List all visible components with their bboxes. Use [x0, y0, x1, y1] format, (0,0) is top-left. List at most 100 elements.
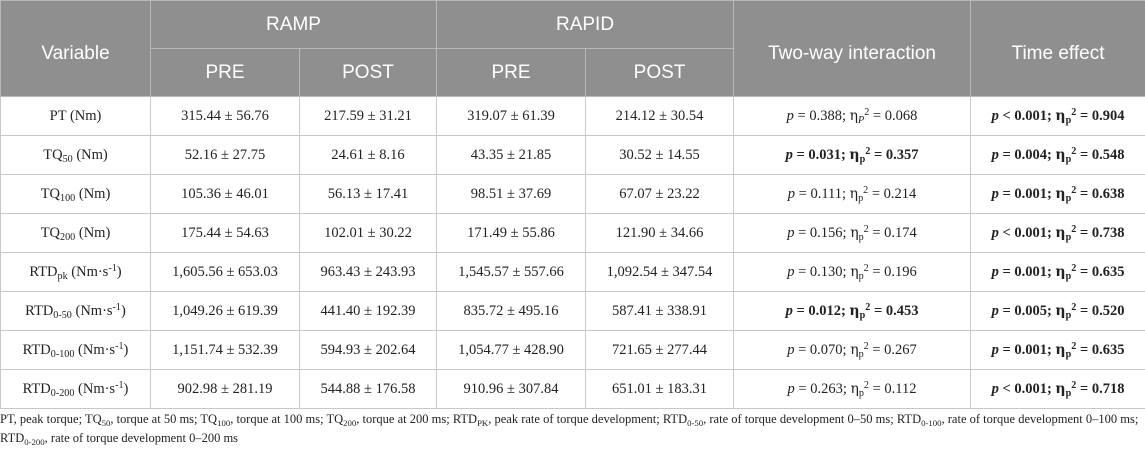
eta-power: 2 [1071, 340, 1077, 352]
variable-unit: (Nm) [75, 224, 111, 241]
variable-unit-end: ) [123, 341, 129, 358]
variable-unit-power: -1 [115, 340, 124, 352]
table-row: TQ50 (Nm) 52.16 ± 27.75 24.61 ± 8.16 43.35 … [0, 135, 1145, 175]
footnote-rtd200-text: , rate of torque development 0–200 ms [44, 431, 239, 445]
p-operator: = [798, 224, 807, 241]
eta-symbol: η [849, 146, 860, 163]
variable-unit-end: ) [123, 380, 129, 397]
p-operator: = [798, 341, 807, 358]
table-row: RTDpk (Nm·s-1) 1,605.56 ± 653.03 963.43 ± … [0, 252, 1145, 292]
p-value: 0.111 [810, 185, 843, 202]
variable-cell: RTD0-100 (Nm·s-1) [0, 330, 151, 370]
p-operator: = [1002, 302, 1011, 319]
eta-power: 2 [863, 223, 869, 235]
footnote-tq50-text: , torque at 50 ms; [110, 412, 201, 426]
ramp-pre-cell: 52.16 ± 27.75 [150, 135, 300, 175]
variable-subscript: 200 [60, 231, 76, 243]
table-row: TQ200 (Nm) 175.44 ± 54.63 102.01 ± 30.22 17… [0, 213, 1145, 253]
variable-cell: RTD0-200 (Nm·s-1) [0, 369, 151, 409]
eta-subscript: p [1065, 270, 1072, 282]
header-two-way-interaction: Two-way interaction [733, 0, 972, 97]
footnote-rtd100: RTD [896, 412, 922, 426]
eta-symbol: η [850, 263, 859, 280]
rapid-post-cell: 67.07 ± 23.22 [584, 174, 735, 214]
time-effect-cell: p = 0.001; ηp2 = 0.638 [970, 174, 1145, 214]
variable-cell: RTD0-50 (Nm·s-1) [0, 291, 151, 331]
interaction-cell: p = 0.156; ηp2 = 0.174 [733, 213, 972, 253]
variable-cell: TQ50 (Nm) [0, 135, 151, 175]
footnote-rtdpk-sub: PK [477, 418, 489, 428]
p-operator: < [1002, 107, 1011, 124]
eta-power: 2 [1071, 379, 1077, 391]
eta-power: 2 [863, 184, 869, 196]
header-ramp-pre: PRE [150, 48, 300, 97]
variable-unit-end: ) [120, 302, 126, 319]
variable-unit-power: -1 [115, 379, 124, 391]
ramp-post-cell: 24.61 ± 8.16 [299, 135, 437, 175]
footnote-tq100: TQ [200, 412, 218, 426]
table-body: PT (Nm) 315.44 ± 56.76 217.59 ± 31.21 319.0… [0, 96, 1145, 409]
variable-unit: (Nm) [75, 185, 111, 202]
results-table: Variable RAMP RAPID Two-way interaction … [0, 0, 1145, 409]
eta-subscript: p [858, 192, 864, 204]
eta-symbol: η [850, 380, 859, 397]
header-rapid: RAPID [435, 0, 735, 49]
eta-power: 2 [1071, 223, 1077, 235]
variable-cell: RTDpk (Nm·s-1) [0, 252, 151, 292]
eta-value: 0.068 [884, 107, 918, 124]
table-row: RTD0-100 (Nm·s-1) 1,151.74 ± 532.39 594.93… [0, 330, 1145, 370]
eta-power: 2 [863, 379, 869, 391]
eta-subscript: p [1065, 114, 1072, 126]
ramp-post-cell: 56.13 ± 17.41 [299, 174, 437, 214]
eta-power: 2 [1071, 184, 1077, 196]
footnote-rtd200: RTD [0, 431, 25, 445]
p-symbol: p [785, 146, 793, 163]
p-value: 0.004 [1014, 146, 1047, 163]
rapid-pre-cell: 171.49 ± 55.86 [436, 213, 586, 253]
eta-power: 2 [1071, 145, 1077, 157]
time-effect-cell: p = 0.001; ηp2 = 0.635 [970, 252, 1145, 292]
eta-power: 2 [1071, 106, 1077, 118]
variable-cell: TQ100 (Nm) [0, 174, 151, 214]
eta-symbol: η [1055, 224, 1066, 241]
rapid-post-cell: 30.52 ± 14.55 [584, 135, 735, 175]
rapid-post-cell: 587.41 ± 338.91 [584, 291, 735, 331]
p-symbol: p [991, 224, 999, 241]
variable-unit: (Nm) [66, 107, 102, 124]
eta-value: 0.904 [1091, 107, 1125, 124]
p-symbol: p [787, 185, 796, 202]
ramp-post-cell: 594.93 ± 202.64 [299, 330, 437, 370]
eta-value: 0.174 [884, 224, 917, 241]
variable-unit-power: -1 [112, 301, 121, 313]
ramp-post-cell: 102.01 ± 30.22 [299, 213, 437, 253]
p-value: 0.388 [809, 107, 842, 124]
variable-unit-end: ) [116, 263, 122, 280]
p-symbol: p [991, 146, 999, 163]
ramp-pre-cell: 175.44 ± 54.63 [150, 213, 300, 253]
ramp-post-cell: 544.88 ± 176.58 [299, 369, 437, 409]
p-value: 0.031 [808, 146, 841, 163]
header-ramp-post: POST [299, 48, 437, 97]
variable-name: RTD [22, 341, 51, 358]
time-effect-cell: p = 0.004; ηp2 = 0.548 [970, 135, 1145, 175]
table-row: RTD0-200 (Nm·s-1) 902.98 ± 281.19 544.88 ±… [0, 369, 1145, 409]
footnote-rtdpk: RTD [452, 412, 478, 426]
p-value: 0.005 [1014, 302, 1047, 319]
p-operator: = [796, 302, 805, 319]
p-value: 0.001 [1014, 263, 1047, 280]
ramp-pre-cell: 1,151.74 ± 532.39 [150, 330, 300, 370]
eta-value: 0.112 [884, 380, 917, 397]
eta-value: 0.214 [883, 185, 917, 202]
eta-subscript: p [858, 231, 864, 243]
eta-subscript: p [859, 309, 866, 321]
p-operator: = [1002, 341, 1011, 358]
eta-subscript: p [1065, 387, 1072, 399]
footnote-tq200: TQ [326, 412, 344, 426]
variable-cell: TQ200 (Nm) [0, 213, 151, 253]
footnote-rtd50-text: , rate of torque development 0–50 ms; [703, 412, 897, 426]
p-operator: < [1002, 380, 1011, 397]
p-value: 0.263 [810, 380, 843, 397]
eta-subscript: p [858, 387, 864, 399]
variable-name: TQ [40, 224, 61, 241]
eta-subscript: p [1065, 192, 1072, 204]
